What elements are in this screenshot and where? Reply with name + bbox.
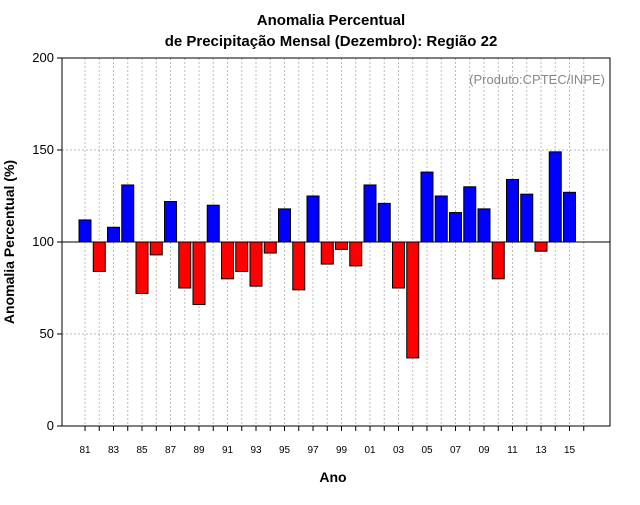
bar-99	[335, 241, 348, 250]
bar-84	[121, 184, 135, 243]
x-axis-label: Ano	[319, 469, 346, 485]
y-tick-label: 50	[40, 326, 54, 341]
x-tick-label: 91	[222, 445, 234, 456]
bar-03	[392, 241, 405, 289]
bar-02	[377, 202, 391, 243]
x-tick-label: 89	[193, 445, 205, 456]
bar-00	[349, 241, 363, 267]
x-tick-label: 05	[421, 445, 433, 456]
y-tick-label: 0	[47, 418, 54, 433]
bar-13	[534, 241, 548, 252]
chart-title-line1: Anomalia Percentual	[257, 12, 405, 29]
bar-10	[491, 241, 505, 280]
x-tick-label: 03	[393, 445, 405, 456]
x-tick-label: 01	[364, 445, 376, 456]
bar-96	[292, 241, 306, 291]
y-axis-label: Anomalia Percentual (%)	[1, 160, 17, 324]
bar-81	[78, 219, 92, 243]
x-tick-label: 15	[564, 445, 576, 456]
bar-04	[406, 241, 420, 359]
bar-07	[449, 212, 462, 243]
bar-82	[92, 241, 106, 272]
bar-92	[235, 241, 249, 272]
x-tick-label: 09	[478, 445, 490, 456]
bar-01	[363, 184, 377, 243]
bar-91	[221, 241, 234, 280]
x-tick-label: 99	[336, 445, 348, 456]
bar-14	[548, 151, 562, 243]
x-tick-label: 95	[279, 445, 291, 456]
bar-97	[306, 195, 320, 243]
bar-93	[249, 241, 263, 287]
x-tick-label: 97	[307, 445, 319, 456]
y-tick-label: 200	[32, 50, 54, 65]
bar-09	[477, 208, 491, 243]
bar-08	[463, 186, 477, 243]
bar-86	[149, 241, 163, 256]
y-axis-ticks: 0 50 100 150 200	[32, 50, 62, 433]
x-tick-label: 93	[250, 445, 262, 456]
bar-12	[520, 193, 534, 243]
x-tick-label: 87	[165, 445, 177, 456]
x-tick-label: 85	[136, 445, 148, 456]
bar-90	[206, 204, 220, 243]
bar-89	[192, 241, 206, 306]
bar-95	[278, 208, 291, 243]
bar-15	[563, 191, 576, 243]
credit-text: (Produto:CPTEC/INPE)	[469, 72, 605, 87]
bar-88	[178, 241, 192, 289]
bar-11	[506, 178, 519, 243]
bar-94	[263, 241, 277, 254]
x-axis-ticks: 81 83 85 87 89 91 93 95 97 99 01 03 05 07 09 11 13 15	[79, 426, 585, 456]
y-tick-label: 100	[32, 234, 54, 249]
bar-05	[420, 171, 434, 243]
x-tick-label: 13	[535, 445, 547, 456]
chart-title-line2: de Precipitação Mensal (Dezembro): Regiã…	[165, 33, 498, 50]
x-tick-label: 83	[108, 445, 120, 456]
x-tick-label: 11	[507, 445, 518, 456]
x-tick-label: 07	[450, 445, 462, 456]
bar-85	[135, 241, 149, 295]
x-tick-label: 81	[79, 445, 91, 456]
y-tick-label: 150	[32, 142, 54, 157]
bar-98	[320, 241, 334, 265]
bar-06	[434, 195, 448, 243]
bar-87	[164, 201, 177, 243]
bar-83	[107, 226, 120, 243]
